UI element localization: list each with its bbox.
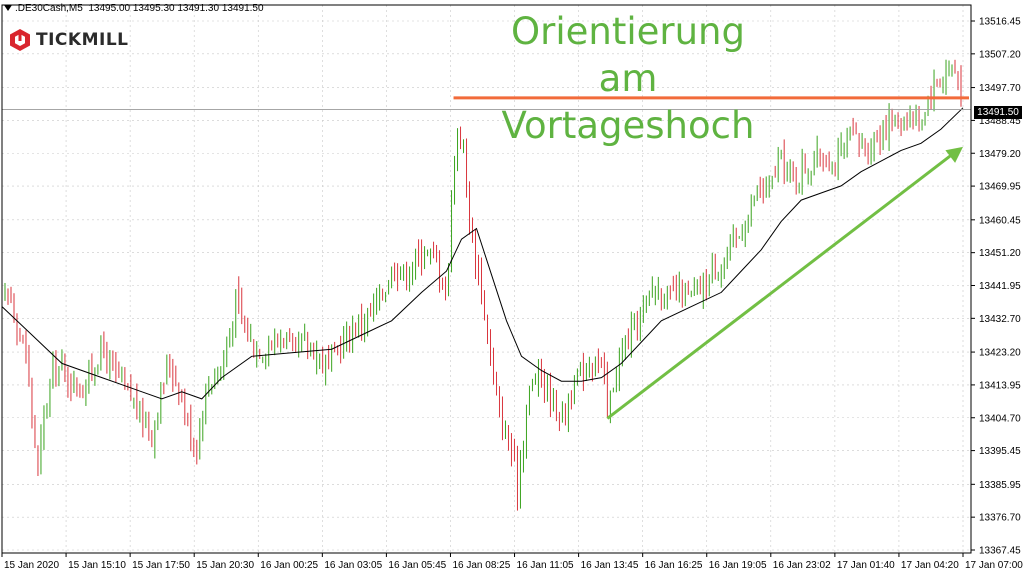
ohlc-values: 13495.00 13495.30 13491.30 13491.50 xyxy=(88,3,264,14)
tickmill-logo: TICKMILL xyxy=(10,29,128,51)
y-tick-label: 13413.95 xyxy=(979,380,1021,391)
logo-text: TICKMILL xyxy=(36,30,129,50)
annotation-text: Orientierung am Vortageshoch xyxy=(488,8,768,149)
y-tick-label: 13451.20 xyxy=(979,248,1021,259)
annotations-overlay xyxy=(2,96,971,420)
y-tick-label: 13404.70 xyxy=(979,413,1021,424)
y-tick-label: 13395.45 xyxy=(979,446,1021,457)
x-tick-label: 16 Jan 13:45 xyxy=(581,560,639,571)
symbol-label: .DE30Cash,M5 xyxy=(15,3,83,14)
y-tick-label: 13497.70 xyxy=(979,83,1021,94)
chart-header: .DE30Cash,M5 13495.00 13495.30 13491.30 … xyxy=(4,3,264,14)
dropdown-icon[interactable] xyxy=(4,5,12,12)
y-tick-label: 13441.95 xyxy=(979,281,1021,292)
y-tick-label: 13432.70 xyxy=(979,314,1021,325)
y-tick-label: 13516.45 xyxy=(979,17,1021,28)
axes: 13516.45 13507.20 13497.70 13488.45 13479.20… xyxy=(1,4,1023,571)
x-tick-label: 17 Jan 07:00 xyxy=(965,560,1023,571)
x-tick-label: 16 Jan 08:25 xyxy=(452,560,510,571)
x-tick-label: 15 Jan 2020 xyxy=(4,560,59,571)
x-tick-label: 16 Jan 00:25 xyxy=(260,560,318,571)
x-tick-label: 16 Jan 16:25 xyxy=(645,560,703,571)
annotation-line-1: Orientierung xyxy=(511,10,745,53)
moving-average-line xyxy=(1,107,964,400)
x-tick-label: 16 Jan 23:02 xyxy=(773,560,831,571)
current-price-tag: 13491.50 xyxy=(974,106,1022,119)
x-tick-label: 15 Jan 15:10 xyxy=(68,560,126,571)
x-tick-label: 16 Jan 05:45 xyxy=(388,560,446,571)
moving-average xyxy=(1,107,964,400)
y-tick-label: 13469.95 xyxy=(979,182,1021,193)
trend-arrow-line xyxy=(606,152,954,420)
y-tick-label: 13423.20 xyxy=(979,348,1021,359)
x-tick-label: 17 Jan 04:20 xyxy=(901,560,959,571)
x-tick-label: 16 Jan 11:05 xyxy=(517,560,575,571)
plot-frame xyxy=(1,4,972,554)
y-tick-label: 13507.20 xyxy=(979,49,1021,60)
tickmill-logo-icon xyxy=(10,29,30,51)
x-tick-label: 16 Jan 19:05 xyxy=(709,560,767,571)
annotation-line-2: am xyxy=(598,57,658,100)
annotation-line-3: Vortageshoch xyxy=(501,104,755,147)
y-tick-label: 13367.45 xyxy=(979,546,1021,557)
y-tick-label: 13479.20 xyxy=(979,149,1021,160)
candles xyxy=(1,59,962,511)
x-tick-label: 16 Jan 03:05 xyxy=(324,560,382,571)
trend-arrow-head xyxy=(945,146,963,163)
y-tick-label: 13460.45 xyxy=(979,215,1021,226)
grid-lines xyxy=(1,5,971,553)
x-tick-label: 15 Jan 20:30 xyxy=(196,560,254,571)
y-tick-label: 13488.45 xyxy=(979,116,1021,127)
y-tick-label: 13376.70 xyxy=(979,513,1021,524)
y-tick-label: 13385.95 xyxy=(979,480,1021,491)
x-tick-label: 15 Jan 17:50 xyxy=(132,560,190,571)
x-tick-label: 17 Jan 01:40 xyxy=(837,560,895,571)
